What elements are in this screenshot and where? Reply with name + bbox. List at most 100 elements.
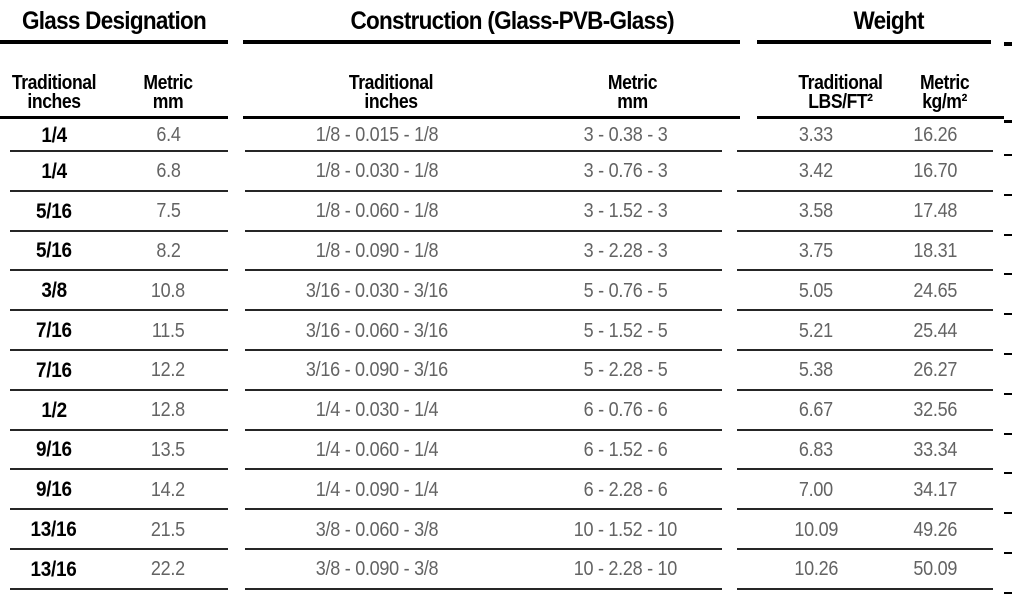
group-title-construction: Construction (Glass-PVB-Glass) xyxy=(350,7,674,35)
cell-weight-metric-kgm2: 16.70 xyxy=(913,160,957,183)
table-row: 10.26 50.09 xyxy=(737,550,995,590)
cell-glass-metric-mm: 21.5 xyxy=(151,518,185,541)
cell-glass-traditional-inches: 1/4 xyxy=(41,123,67,147)
edge-tick xyxy=(1004,313,1012,316)
cell-glass-traditional-inches: 7/16 xyxy=(36,319,72,343)
cell-construction-metric-mm: 3 - 2.28 - 3 xyxy=(583,239,668,262)
cell-glass-traditional-inches: 3/8 xyxy=(41,279,67,303)
edge-tick xyxy=(1004,591,1012,594)
group-construction: Construction (Glass-PVB-Glass) Tradition… xyxy=(243,0,740,590)
cell-weight-metric-kgm2: 17.48 xyxy=(913,200,957,223)
edge-tick xyxy=(1004,512,1012,515)
group-rule xyxy=(757,40,991,44)
col-header-weight-traditional-lbsft2: Traditional LBS/FT² xyxy=(798,72,883,113)
column-headers-construction: Traditional inches Metric mm xyxy=(243,44,740,116)
cell-construction-metric-mm: 5 - 0.76 - 5 xyxy=(583,279,668,302)
cell-weight-metric-kgm2: 16.26 xyxy=(913,124,957,146)
table-row: 1/8 - 0.015 - 1/8 3 - 0.38 - 3 xyxy=(243,119,740,152)
table-row: 3.75 18.31 xyxy=(737,232,995,272)
group-weight: Weight Traditional LBS/FT² Metric kg/m² … xyxy=(737,0,1004,590)
table-row: 1/4 - 0.030 - 1/4 6 - 0.76 - 6 xyxy=(243,391,740,431)
cell-construction-traditional-inches: 3/16 - 0.060 - 3/16 xyxy=(306,319,448,342)
edge-tick xyxy=(1004,353,1012,355)
cell-glass-metric-mm: 8.2 xyxy=(155,239,181,262)
edge-tick xyxy=(1004,392,1012,395)
subheader-rule xyxy=(0,116,228,119)
table-row: 3/8 - 0.090 - 3/8 10 - 2.28 - 10 xyxy=(243,550,740,590)
cell-weight-traditional-lbsft2: 5.05 xyxy=(799,279,833,302)
cell-weight-traditional-lbsft2: 3.58 xyxy=(799,200,833,223)
cell-construction-metric-mm: 6 - 2.28 - 6 xyxy=(583,478,668,501)
cell-construction-metric-mm: 5 - 1.52 - 5 xyxy=(583,319,668,342)
cell-weight-traditional-lbsft2: 6.83 xyxy=(799,438,833,461)
table-row: 1/8 - 0.030 - 1/8 3 - 0.76 - 3 xyxy=(243,152,740,192)
cell-weight-traditional-lbsft2: 6.67 xyxy=(799,399,833,422)
edge-tick xyxy=(1004,432,1012,435)
cell-construction-metric-mm: 10 - 1.52 - 10 xyxy=(573,518,678,541)
table-row: 1/4 - 0.090 - 1/4 6 - 2.28 - 6 xyxy=(243,470,740,510)
col-header-glass-metric-mm: Metric mm xyxy=(143,72,193,113)
rows-glass-designation: 1/4 6.4 1/4 6.8 5/16 7.5 5/16 8.2 3/8 10.8 7/16 11.… xyxy=(0,119,228,590)
cell-construction-traditional-inches: 1/8 - 0.090 - 1/8 xyxy=(315,239,439,262)
cell-weight-metric-kgm2: 18.31 xyxy=(913,239,957,262)
table-row: 1/2 12.8 xyxy=(0,391,228,431)
table-row: 3/16 - 0.030 - 3/16 5 - 0.76 - 5 xyxy=(243,271,740,311)
table-row: 1/4 6.4 xyxy=(0,119,228,152)
edge-tick xyxy=(1004,233,1012,236)
group-glass-designation: Glass Designation Traditional inches Met… xyxy=(0,0,228,590)
cell-glass-metric-mm: 6.8 xyxy=(155,160,181,183)
table-row: 7/16 12.2 xyxy=(0,351,228,391)
cell-weight-metric-kgm2: 24.65 xyxy=(913,279,957,302)
cell-construction-traditional-inches: 1/8 - 0.060 - 1/8 xyxy=(315,200,439,223)
cell-glass-metric-mm: 22.2 xyxy=(151,558,185,581)
table-row: 7.00 34.17 xyxy=(737,470,995,510)
cell-glass-traditional-inches: 5/16 xyxy=(36,239,72,263)
column-headers-weight: Traditional LBS/FT² Metric kg/m² xyxy=(757,44,995,116)
table-row: 13/16 21.5 xyxy=(0,510,228,550)
table-row: 3/8 10.8 xyxy=(0,271,228,311)
edge-tick xyxy=(1004,552,1012,554)
table-row: 3/16 - 0.090 - 3/16 5 - 2.28 - 5 xyxy=(243,351,740,391)
table-row: 6.67 32.56 xyxy=(737,391,995,431)
cell-weight-traditional-lbsft2: 3.75 xyxy=(799,239,833,262)
rows-construction: 1/8 - 0.015 - 1/8 3 - 0.38 - 3 1/8 - 0.030… xyxy=(243,119,740,590)
cell-glass-metric-mm: 11.5 xyxy=(151,319,185,342)
cell-glass-traditional-inches: 9/16 xyxy=(36,438,72,462)
cell-construction-metric-mm: 5 - 2.28 - 5 xyxy=(583,359,668,382)
table-row: 13/16 22.2 xyxy=(0,550,228,590)
cell-glass-metric-mm: 14.2 xyxy=(151,478,185,501)
edge-tick xyxy=(1004,154,1012,156)
edge-tick xyxy=(1004,42,1012,46)
cell-glass-metric-mm: 12.2 xyxy=(151,359,185,382)
table-row: 3/16 - 0.060 - 3/16 5 - 1.52 - 5 xyxy=(243,311,740,351)
table-row: 5.05 24.65 xyxy=(737,271,995,311)
table-row: 5.21 25.44 xyxy=(737,311,995,351)
table-row: 3/8 - 0.060 - 3/8 10 - 1.52 - 10 xyxy=(243,510,740,550)
col-header-glass-traditional-inches: Traditional inches xyxy=(11,72,97,113)
cell-weight-traditional-lbsft2: 3.33 xyxy=(799,124,833,146)
cell-construction-metric-mm: 6 - 0.76 - 6 xyxy=(583,399,668,422)
cell-glass-traditional-inches: 7/16 xyxy=(36,358,72,382)
cell-glass-metric-mm: 12.8 xyxy=(151,399,185,422)
cell-glass-traditional-inches: 1/2 xyxy=(41,398,67,422)
cell-construction-traditional-inches: 3/16 - 0.090 - 3/16 xyxy=(306,359,448,382)
cell-glass-metric-mm: 10.8 xyxy=(151,279,185,302)
table-row: 6.83 33.34 xyxy=(737,431,995,471)
col-header-construction-traditional-inches: Traditional inches xyxy=(348,72,434,113)
cell-weight-traditional-lbsft2: 3.42 xyxy=(799,160,833,183)
table-row: 5/16 8.2 xyxy=(0,232,228,272)
col-header-weight-metric-kgm2: Metric kg/m² xyxy=(919,72,970,113)
cell-construction-traditional-inches: 3/16 - 0.030 - 3/16 xyxy=(306,279,448,302)
table-row: 3.58 17.48 xyxy=(737,192,995,232)
table-row: 1/8 - 0.090 - 1/8 3 - 2.28 - 3 xyxy=(243,232,740,272)
cell-glass-metric-mm: 13.5 xyxy=(151,438,185,461)
cell-glass-traditional-inches: 1/4 xyxy=(41,159,67,183)
edge-tick xyxy=(1004,273,1012,276)
cell-weight-metric-kgm2: 25.44 xyxy=(913,319,957,342)
group-title-glass-designation: Glass Designation xyxy=(21,7,207,35)
subheader-rule xyxy=(243,116,740,119)
cell-weight-traditional-lbsft2: 7.00 xyxy=(799,478,833,501)
cell-weight-traditional-lbsft2: 5.38 xyxy=(799,359,833,382)
